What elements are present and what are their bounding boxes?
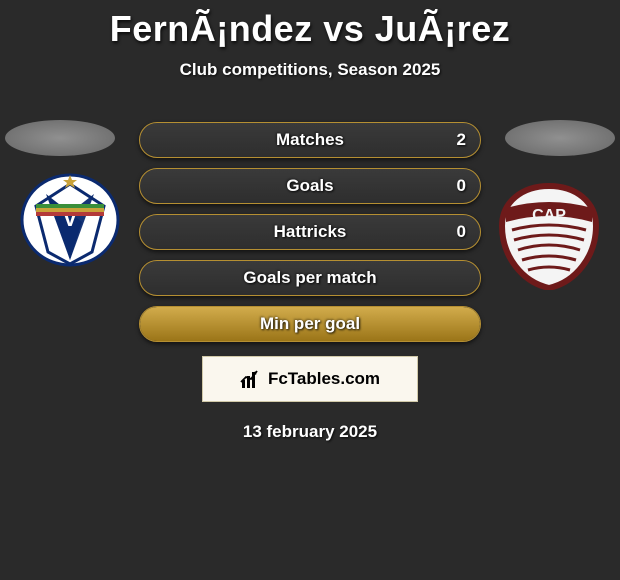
stat-label: Goals per match xyxy=(243,268,376,288)
stat-label: Goals xyxy=(286,176,333,196)
stat-value-right: 0 xyxy=(457,169,466,203)
subtitle: Club competitions, Season 2025 xyxy=(180,60,441,80)
stat-pill: Matches 2 xyxy=(139,122,481,158)
stat-value-right: 0 xyxy=(457,215,466,249)
stat-label: Min per goal xyxy=(260,314,360,334)
stat-pill: Hattricks 0 xyxy=(139,214,481,250)
chart-icon xyxy=(240,368,262,390)
stat-pill: Goals per match xyxy=(139,260,481,296)
club-crest-left: V xyxy=(20,172,120,272)
stat-pill: Goals 0 xyxy=(139,168,481,204)
promo-box[interactable]: FcTables.com xyxy=(202,356,418,402)
stat-label: Hattricks xyxy=(274,222,347,242)
player-photo-right xyxy=(505,120,615,156)
date-text: 13 february 2025 xyxy=(243,422,377,442)
promo-text: FcTables.com xyxy=(268,369,380,389)
page-title: FernÃ¡ndez vs JuÃ¡rez xyxy=(110,8,511,50)
svg-text:CAP: CAP xyxy=(532,207,566,224)
stat-value-right: 2 xyxy=(457,123,466,157)
stat-pill: Min per goal xyxy=(139,306,481,342)
stat-label: Matches xyxy=(276,130,344,150)
club-crest-right: CAP xyxy=(498,182,600,290)
player-photo-left xyxy=(5,120,115,156)
